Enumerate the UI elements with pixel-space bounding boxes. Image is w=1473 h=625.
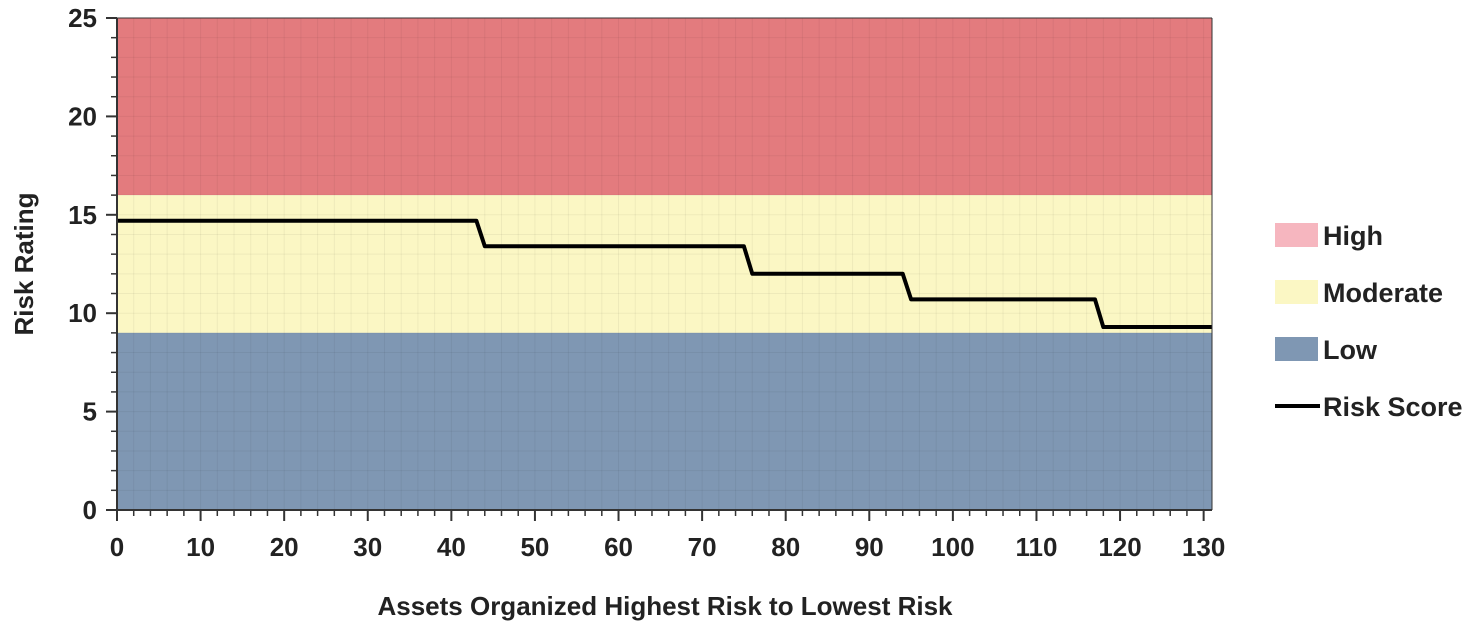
legend: High Moderate Low Risk Score — [1275, 221, 1463, 422]
x-tick-label: 20 — [270, 532, 299, 562]
x-tick-label: 130 — [1182, 532, 1225, 562]
x-tick-label: 0 — [110, 532, 124, 562]
risk-bands — [117, 18, 1212, 510]
x-tick-label: 60 — [604, 532, 633, 562]
y-tick-label: 15 — [68, 200, 97, 230]
x-axis-title: Assets Organized Highest Risk to Lowest … — [377, 591, 953, 621]
x-tick-label: 100 — [931, 532, 974, 562]
x-tick-label: 40 — [437, 532, 466, 562]
legend-label-risk-score: Risk Score — [1323, 392, 1463, 422]
band-high — [117, 18, 1212, 196]
y-tick-label: 25 — [68, 3, 97, 33]
y-tick-label: 20 — [68, 101, 97, 131]
legend-swatch-low — [1275, 337, 1318, 361]
x-tick-label: 90 — [855, 532, 884, 562]
y-tick-label: 10 — [68, 298, 97, 328]
axes — [116, 17, 1213, 511]
ticks: 0 10 20 30 40 50 60 70 80 90 100 110 120 130 0 5 10 15 20 2… — [68, 3, 1225, 562]
legend-swatch-high — [1275, 223, 1318, 247]
x-tick-label: 80 — [771, 532, 800, 562]
y-axis-title: Risk Rating — [9, 192, 39, 335]
legend-label-low: Low — [1323, 335, 1378, 365]
band-low — [117, 332, 1212, 510]
x-tick-label: 110 — [1015, 532, 1057, 562]
x-tick-label: 30 — [353, 532, 382, 562]
x-tick-label: 120 — [1098, 532, 1141, 562]
series-line-risk-score — [117, 218, 1212, 329]
legend-label-moderate: Moderate — [1323, 278, 1443, 308]
band-moderate — [117, 195, 1212, 333]
grid — [116, 17, 1212, 511]
y-tick-label: 5 — [83, 397, 97, 427]
x-tick-label: 70 — [688, 532, 717, 562]
legend-swatch-moderate — [1275, 280, 1318, 304]
legend-label-high: High — [1323, 221, 1383, 251]
y-tick-label: 0 — [83, 495, 97, 525]
x-tick-label: 50 — [520, 532, 549, 562]
x-tick-label: 10 — [186, 532, 215, 562]
risk-score-series — [117, 218, 1212, 329]
